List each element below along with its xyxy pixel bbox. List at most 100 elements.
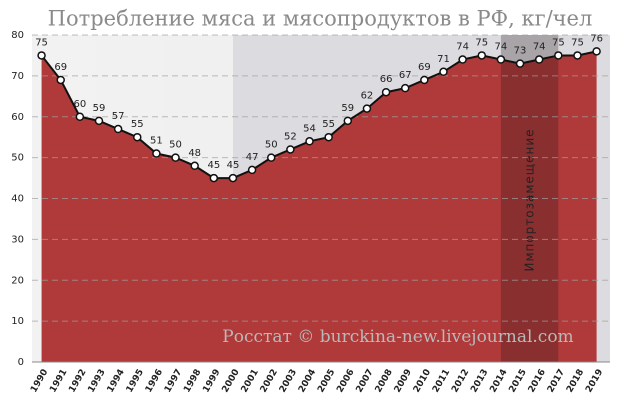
point [94,116,104,126]
x-tick-label: 1991 [48,368,69,395]
y-tick-label: 40 [11,194,24,205]
x-tick-label: 2006 [335,368,356,395]
x-tick-label: 2005 [316,368,337,395]
point [113,124,123,134]
value-label: 62 [361,91,374,102]
x-tick-label: 1997 [163,368,184,395]
point [420,75,429,85]
x-tick-label: 2018 [565,368,586,395]
value-label: 75 [475,37,488,48]
point [400,83,410,93]
x-tick-label: 2019 [584,368,605,395]
value-label: 50 [169,140,182,151]
point [496,55,506,64]
point [190,161,199,171]
point [266,153,276,162]
x-tick-label: 2009 [393,368,414,395]
point [381,87,391,97]
value-label: 60 [73,99,86,110]
point [362,104,372,113]
y-tick-label: 20 [11,275,24,286]
point [209,173,219,183]
point [343,116,353,126]
value-label: 45 [207,160,220,171]
point [152,149,161,158]
x-tick-label: 2010 [412,368,433,395]
value-label: 47 [246,152,259,163]
point [324,132,333,142]
value-label: 75 [552,37,565,48]
point [305,137,314,146]
x-tick-label: 2015 [508,368,529,395]
value-label: 69 [418,62,431,73]
point [439,67,448,77]
point [247,165,257,175]
value-label: 55 [322,119,335,130]
x-tick-label: 1994 [106,368,127,395]
x-tick-label: 2000 [221,368,242,395]
y-tick-label: 10 [11,316,24,327]
point [592,47,601,56]
y-tick-label: 60 [11,112,24,123]
value-label: 50 [265,140,278,151]
value-label: 59 [341,103,354,114]
value-label: 74 [495,42,508,53]
x-tick-label: 2004 [297,368,318,395]
x-tick-label: 2017 [546,368,567,395]
value-label: 55 [131,119,144,130]
x-tick-label: 2001 [240,368,261,395]
x-tick-label: 2014 [488,368,509,395]
point [515,59,525,68]
value-label: 69 [54,62,67,73]
point [573,51,582,60]
x-tick-label: 2016 [527,368,548,395]
point [75,112,85,121]
area [41,51,597,362]
x-tick-label: 2008 [374,368,395,395]
x-tick-label: 2003 [278,368,299,395]
value-label: 71 [437,54,450,65]
point [554,51,563,60]
value-label: 67 [399,70,412,81]
y-tick-label: 50 [11,153,24,164]
value-label: 76 [590,33,603,44]
x-tick-label: 1999 [201,368,222,395]
point [286,145,295,154]
value-label: 66 [380,74,393,85]
x-tick-label: 1990 [29,368,50,395]
x-tick-label: 1998 [182,368,203,395]
y-tick-label: 0 [18,357,24,368]
x-tick-label: 1993 [87,368,108,395]
point [37,51,46,60]
value-label: 48 [188,148,201,159]
source: Росстат © burckina-new.livejournal.com [222,327,573,347]
highlight-band [500,35,559,362]
value-label: 74 [533,42,546,53]
x-tick-label: 2002 [259,368,280,395]
point [534,55,544,64]
value-label: 75 [35,37,48,48]
point [228,173,238,183]
point [458,55,467,64]
point [477,51,487,60]
value-label: 52 [284,131,297,142]
x-tick-label: 2013 [469,368,490,395]
value-label: 51 [150,136,163,147]
x-tick-label: 2011 [431,368,452,395]
x-tick-label: 2007 [355,368,376,395]
value-label: 73 [514,46,527,57]
x-tick-label: 1992 [67,368,88,395]
value-label: 45 [227,160,240,171]
point [56,75,65,85]
value-label: 75 [571,37,584,48]
chart-title: Потребление мяса и мясопродуктов в РФ, к… [48,7,593,31]
point [133,132,142,142]
y-tick-label: 80 [11,30,24,41]
y-tick-label: 30 [11,234,24,245]
value-label: 57 [112,111,125,122]
x-tick-label: 2012 [450,368,471,395]
x-tick-label: 1995 [125,368,146,395]
value-label: 59 [93,103,106,114]
x-tick-label: 1996 [144,368,165,395]
